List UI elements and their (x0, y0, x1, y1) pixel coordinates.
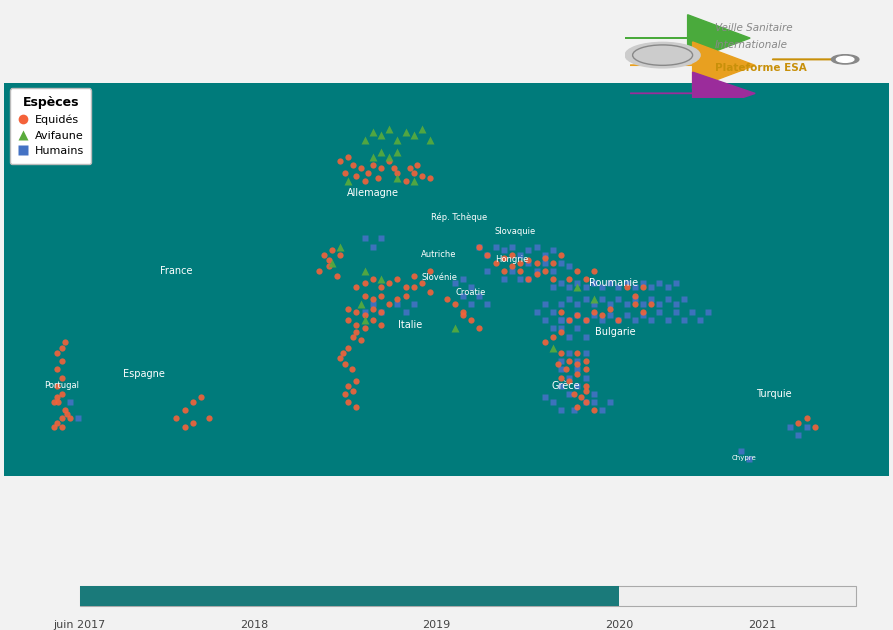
Text: juin 2017: juin 2017 (54, 621, 105, 630)
Bar (79, 586, 619, 606)
Text: 2021: 2021 (748, 621, 777, 630)
Text: 2020: 2020 (605, 621, 633, 630)
Text: Turquie: Turquie (756, 389, 792, 399)
Text: Espagne: Espagne (122, 369, 164, 379)
Circle shape (837, 57, 854, 62)
Text: Allemagne: Allemagne (346, 188, 399, 198)
Circle shape (831, 55, 859, 64)
FancyArrow shape (630, 42, 755, 89)
Legend: Equidés, Avifaune, Humains: Equidés, Avifaune, Humains (10, 88, 91, 164)
Text: Slovénie: Slovénie (422, 273, 458, 282)
Text: Roumanie: Roumanie (588, 278, 638, 287)
Text: Italie: Italie (398, 320, 422, 330)
Text: Internationale: Internationale (715, 40, 789, 50)
Text: Croatie: Croatie (455, 288, 487, 297)
Text: Grèce: Grèce (552, 381, 580, 391)
Text: Slovaquie: Slovaquie (495, 227, 536, 236)
FancyArrow shape (630, 72, 755, 115)
FancyArrow shape (625, 14, 750, 62)
Text: Bulgarie: Bulgarie (595, 327, 636, 336)
Text: 2019: 2019 (422, 621, 451, 630)
Text: Rép. Tchèque: Rép. Tchèque (431, 212, 488, 222)
Text: Veille Sanitaire: Veille Sanitaire (715, 23, 793, 33)
Circle shape (625, 42, 700, 68)
Bar (79, 586, 855, 606)
Text: Plateforme ESA: Plateforme ESA (715, 63, 807, 73)
Text: France: France (160, 266, 193, 276)
Text: 2018: 2018 (240, 621, 269, 630)
Text: Portugal: Portugal (45, 381, 79, 390)
Text: Chypre: Chypre (732, 455, 757, 461)
Text: Hongrie: Hongrie (496, 255, 529, 264)
Text: Autriche: Autriche (421, 250, 456, 259)
